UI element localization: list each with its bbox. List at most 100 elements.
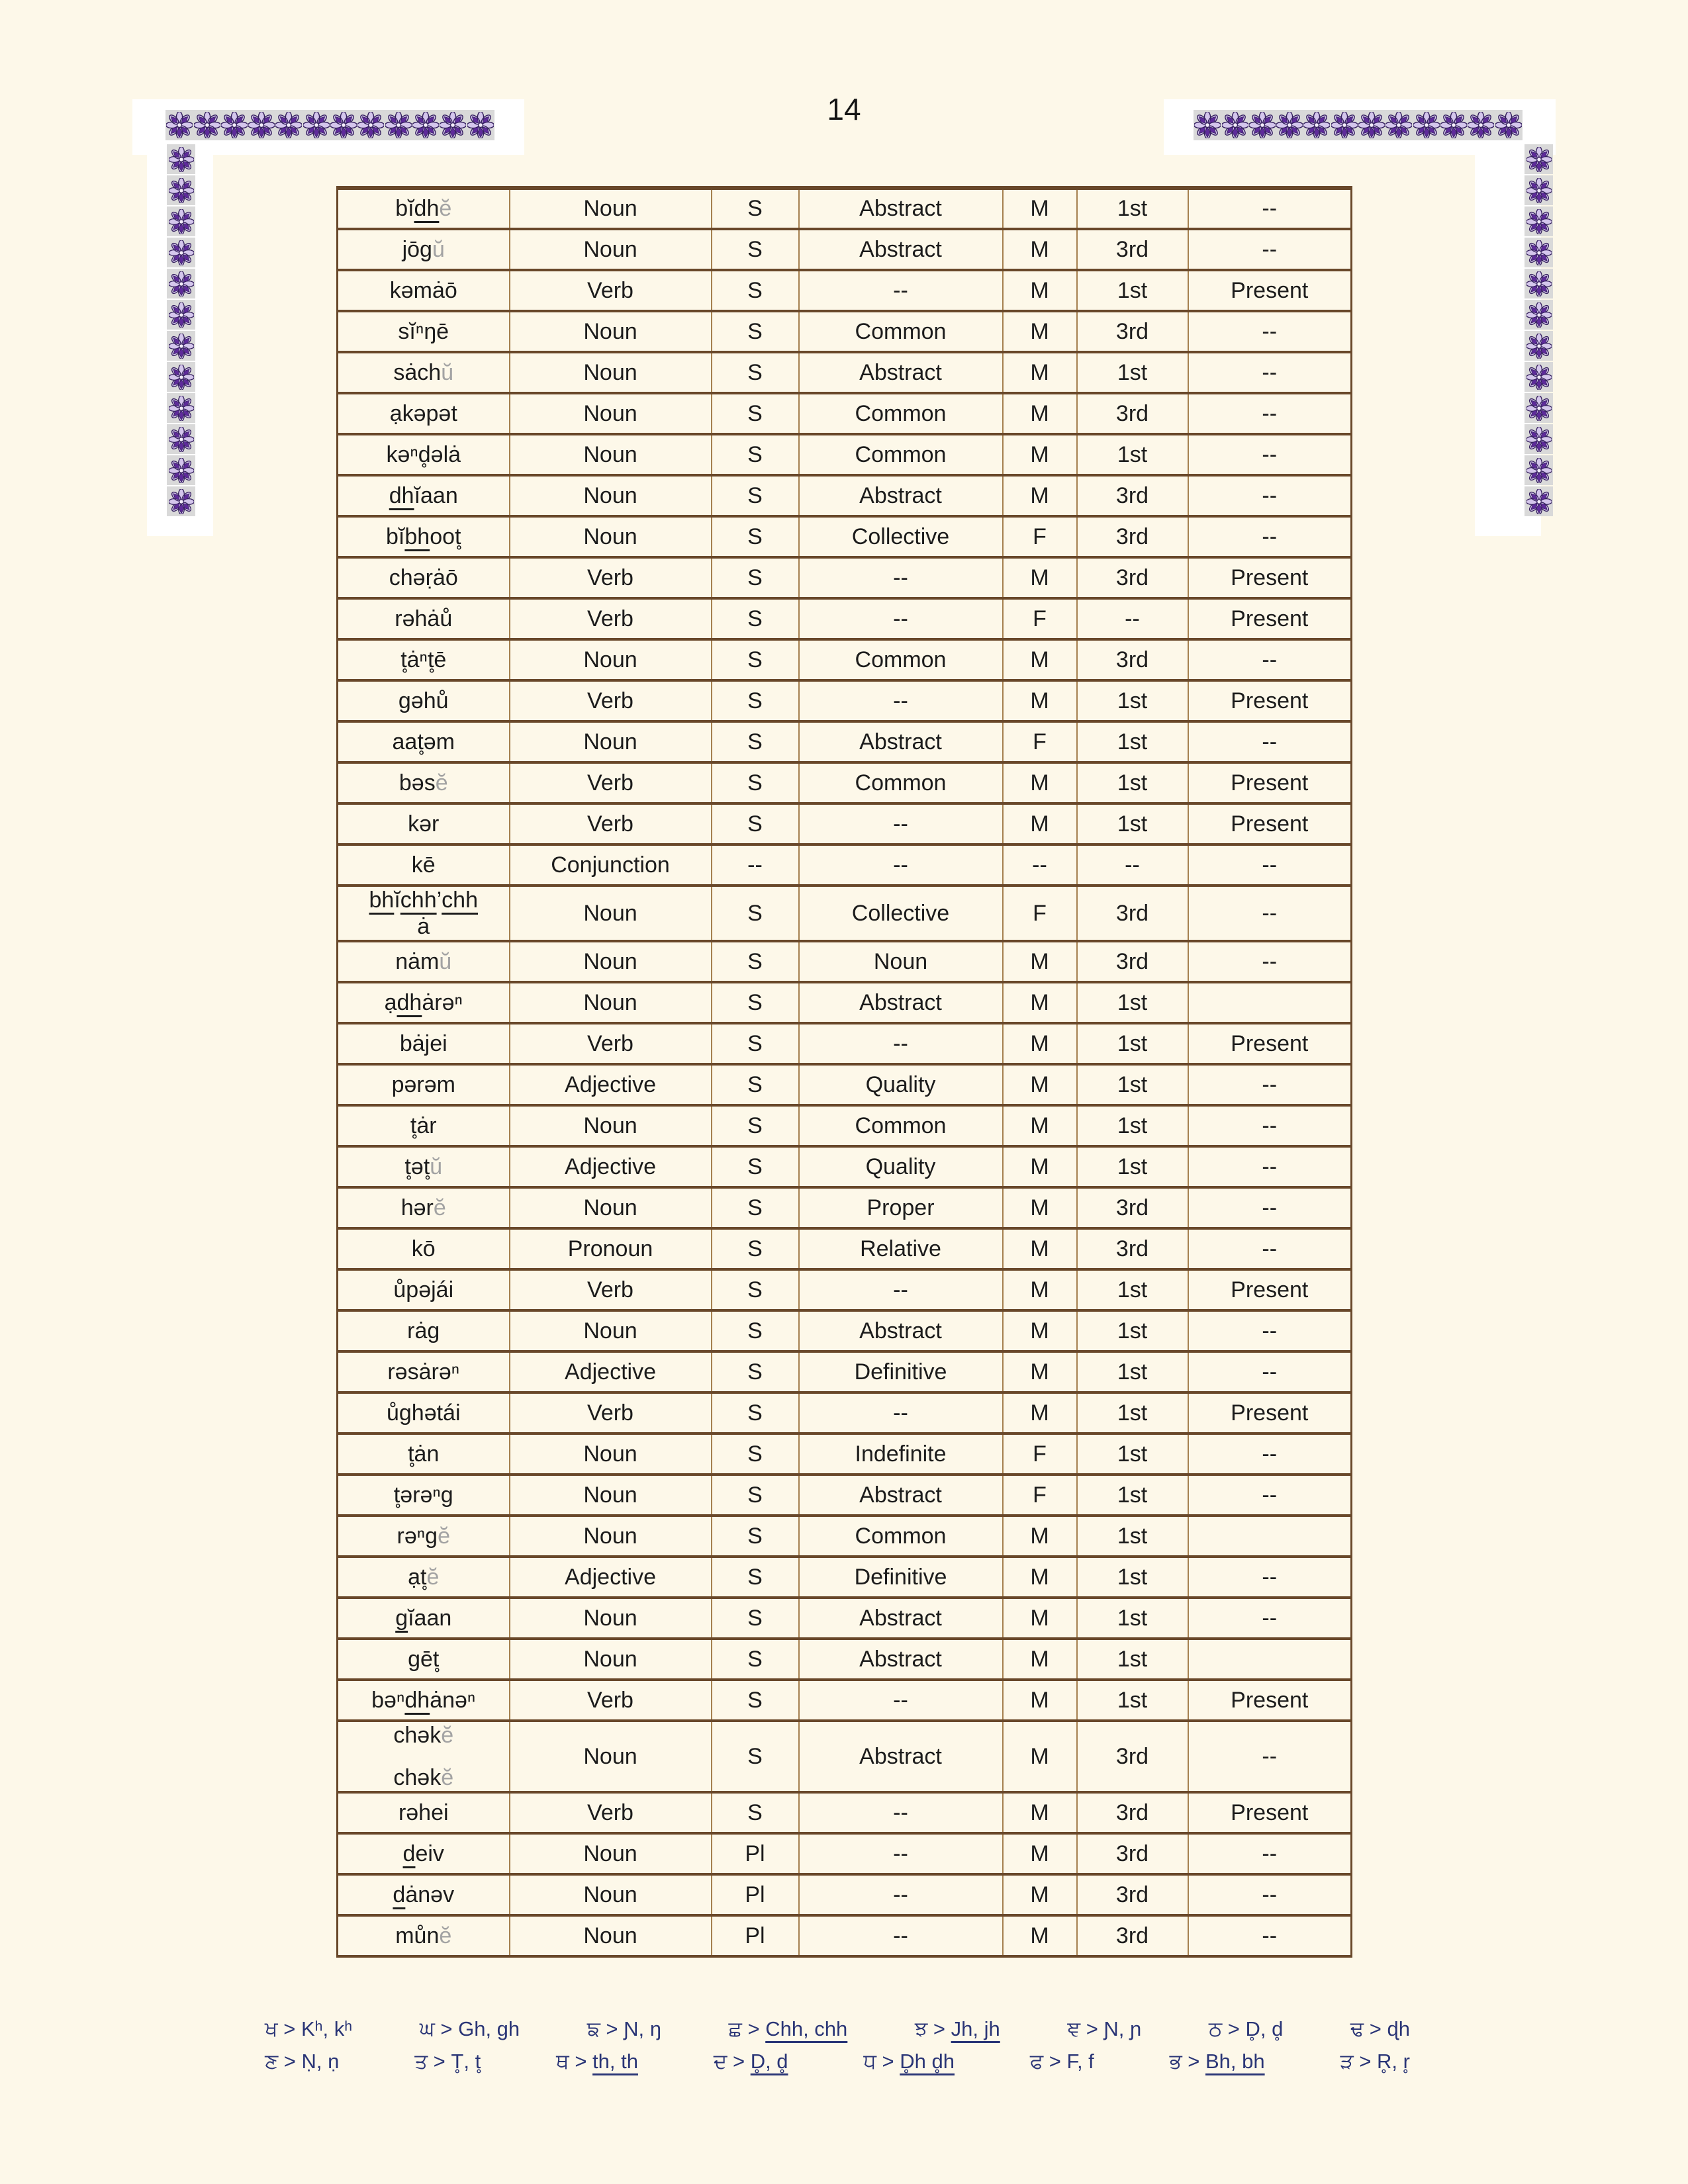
word-cell: bȧjei bbox=[336, 1022, 510, 1066]
word-segment: t̥ȧⁿt̥ē bbox=[400, 647, 447, 672]
word-segment: nȧm bbox=[395, 949, 440, 975]
gurmukhi-letter: ੜ > bbox=[1340, 2050, 1378, 2073]
tense-cell: -- bbox=[1187, 228, 1352, 271]
gender-cell: M bbox=[1002, 1145, 1078, 1189]
gender-cell: M bbox=[1002, 1268, 1078, 1312]
category-cell: Indefinite bbox=[798, 1432, 1004, 1477]
table-row: jōgŭ Noun S Abstract M 3rd -- bbox=[336, 228, 1352, 271]
category-cell: -- bbox=[798, 556, 1004, 600]
ornament-strip-top-left bbox=[165, 110, 494, 140]
number-cell: S bbox=[710, 556, 800, 600]
table-row: ůghətái Verb S -- M 1st Present bbox=[336, 1391, 1352, 1435]
person-cell: 3rd bbox=[1076, 940, 1189, 984]
word-segment: d bbox=[393, 1882, 406, 1908]
word-cell: bəⁿdhȧnəⁿ bbox=[336, 1678, 510, 1723]
gurmukhi-letter: ਧ > bbox=[863, 2050, 900, 2073]
ornament-strip-left bbox=[167, 144, 195, 516]
pos-cell: Adjective bbox=[508, 1350, 712, 1394]
legend-item: ਙ > Ɲ, ŋ bbox=[587, 2017, 661, 2042]
pos-cell: Adjective bbox=[508, 1145, 712, 1189]
word-segment: gəhů bbox=[398, 688, 449, 713]
table-row: sĭⁿŋē Noun S Common M 3rd -- bbox=[336, 310, 1352, 353]
number-cell: S bbox=[710, 1104, 800, 1148]
table-row: bəsĕ Verb S Common M 1st Present bbox=[336, 761, 1352, 805]
gender-cell: M bbox=[1002, 1514, 1078, 1559]
word-segment: t̥ət̥ bbox=[404, 1154, 430, 1180]
table-row: ůpəjái Verb S -- M 1st Present bbox=[336, 1268, 1352, 1312]
number-cell: S bbox=[710, 187, 800, 230]
word-cell: kē bbox=[336, 843, 510, 887]
tense-cell: Present bbox=[1187, 1022, 1352, 1066]
person-cell: 3rd bbox=[1076, 1227, 1189, 1271]
flower-icon bbox=[1526, 208, 1552, 234]
category-cell: -- bbox=[798, 802, 1004, 846]
word-segment: ĕ bbox=[441, 1765, 454, 1791]
word-segment: ȧnəⁿ bbox=[430, 1688, 476, 1713]
word-segment: ĕ bbox=[439, 196, 452, 222]
flower-icon bbox=[168, 302, 194, 328]
flower-icon bbox=[168, 333, 194, 359]
category-cell: Abstract bbox=[798, 1309, 1004, 1353]
pos-cell: Verb bbox=[508, 1391, 712, 1435]
number-cell: Pl bbox=[710, 1873, 800, 1917]
person-cell: 3rd bbox=[1076, 556, 1189, 600]
person-cell: 1st bbox=[1076, 1391, 1189, 1435]
latin-transliteration: Bh, bh bbox=[1205, 2050, 1265, 2073]
word-segment: oot̥ bbox=[430, 523, 461, 549]
tense-cell: Present bbox=[1187, 761, 1352, 805]
word-segment: dh bbox=[414, 196, 440, 222]
flower-icon bbox=[1526, 426, 1552, 452]
word-cell: gəhů bbox=[336, 679, 510, 723]
gurmukhi-letter: ਠ > bbox=[1208, 2017, 1246, 2040]
word-cell: rəⁿgĕ bbox=[336, 1514, 510, 1559]
flower-tile bbox=[1524, 238, 1553, 267]
tense-cell bbox=[1187, 981, 1352, 1025]
category-cell: -- bbox=[798, 597, 1004, 641]
word-cell: bhĭchh’chh ȧ bbox=[336, 884, 510, 943]
flower-tile bbox=[1524, 175, 1553, 205]
flower-tile bbox=[1524, 486, 1553, 516]
tense-cell: -- bbox=[1187, 392, 1352, 435]
table-row: rəhȧů Verb S -- F -- Present bbox=[336, 597, 1352, 641]
gender-cell: M bbox=[1002, 187, 1078, 230]
table-row: rəhei Verb S -- M 3rd Present bbox=[336, 1791, 1352, 1835]
gender-cell: -- bbox=[1002, 843, 1078, 887]
word-cell: kər bbox=[336, 802, 510, 846]
category-cell: Abstract bbox=[798, 1596, 1004, 1641]
word-cell: ạkəpət bbox=[336, 392, 510, 435]
word-cell: t̥ərəⁿg bbox=[336, 1473, 510, 1518]
tense-cell: -- bbox=[1187, 1596, 1352, 1641]
word-segment: eiv bbox=[415, 1841, 444, 1867]
word-cell: chəkĕ chəkĕ bbox=[336, 1719, 510, 1794]
table-row: t̥ət̥ŭ Adjective S Quality M 1st -- bbox=[336, 1145, 1352, 1189]
word-segment: kē bbox=[411, 852, 436, 878]
flower-tile bbox=[167, 269, 195, 298]
person-cell: 3rd bbox=[1076, 228, 1189, 271]
tense-cell: Present bbox=[1187, 802, 1352, 846]
number-cell: S bbox=[710, 269, 800, 312]
word-cell: nȧmŭ bbox=[336, 940, 510, 984]
ornament-strip-right bbox=[1524, 144, 1553, 516]
legend-item: ਢ > ɖh bbox=[1350, 2017, 1410, 2042]
category-cell: Abstract bbox=[798, 1719, 1004, 1794]
word-cell: sȧchŭ bbox=[336, 351, 510, 394]
flower-tile bbox=[167, 362, 195, 392]
word-segment: ŭ bbox=[432, 236, 445, 262]
word-segment: bĭ bbox=[386, 523, 405, 549]
category-cell: -- bbox=[798, 679, 1004, 723]
table-row: sȧchŭ Noun S Abstract M 1st -- bbox=[336, 351, 1352, 394]
number-cell: Pl bbox=[710, 1914, 800, 1958]
gender-cell: M bbox=[1002, 1391, 1078, 1435]
gender-cell: M bbox=[1002, 392, 1078, 435]
flower-icon bbox=[1526, 395, 1552, 421]
word-segment: dh bbox=[389, 482, 414, 508]
word-segment: bh bbox=[369, 887, 395, 913]
flower-tile bbox=[1524, 362, 1553, 392]
table-row: t̥ȧn Noun S Indefinite F 1st -- bbox=[336, 1432, 1352, 1477]
person-cell: 3rd bbox=[1076, 1719, 1189, 1794]
pos-cell: Verb bbox=[508, 269, 712, 312]
number-cell: S bbox=[710, 1350, 800, 1394]
gender-cell: M bbox=[1002, 1719, 1078, 1794]
person-cell: 3rd bbox=[1076, 474, 1189, 518]
category-cell: Abstract bbox=[798, 228, 1004, 271]
